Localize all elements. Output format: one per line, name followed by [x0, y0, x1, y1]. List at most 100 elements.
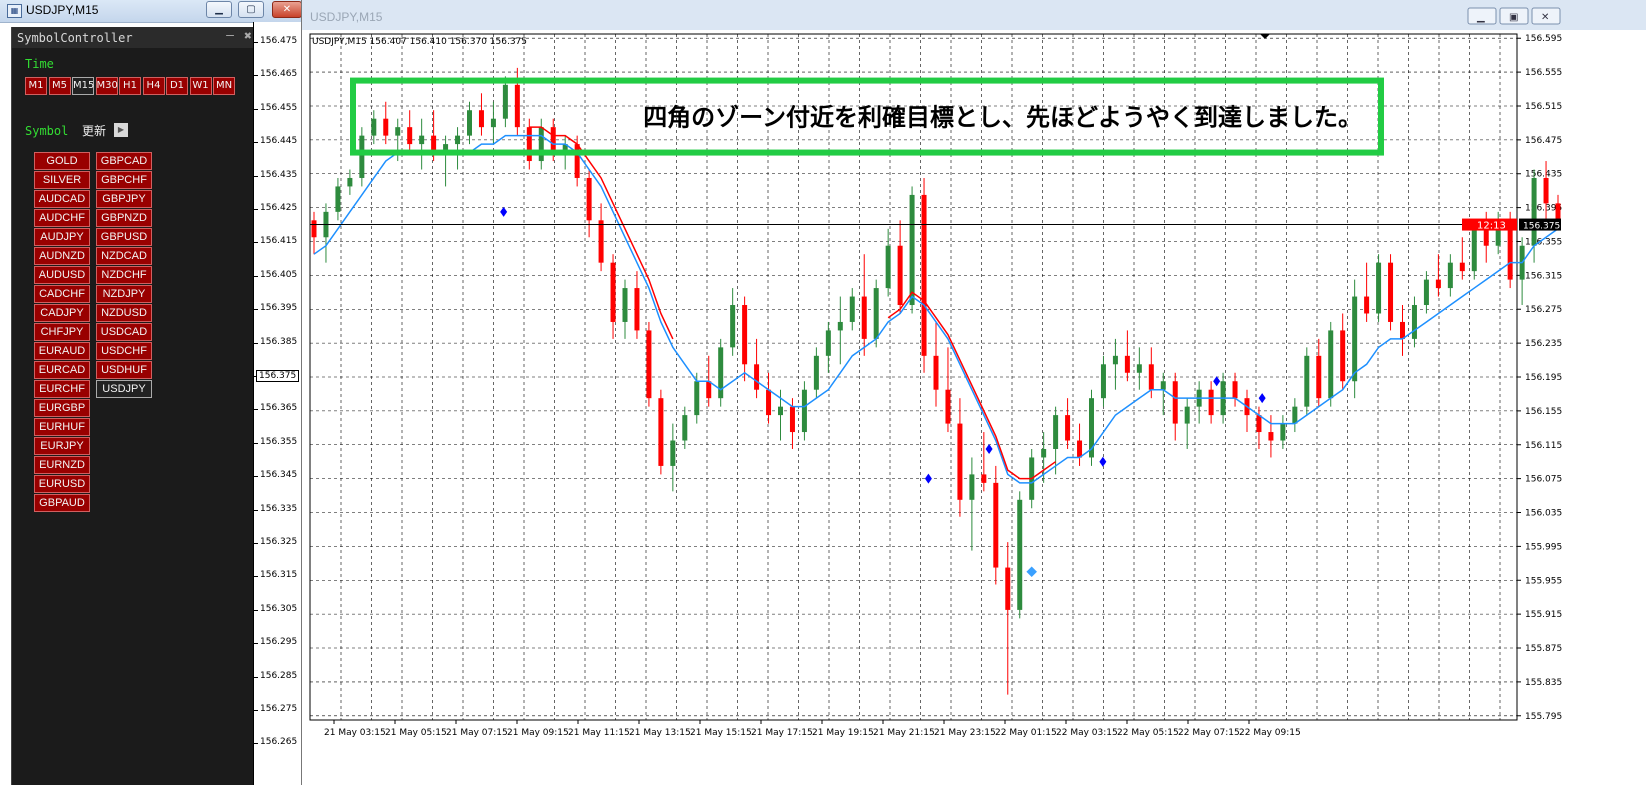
candle-body — [1471, 228, 1477, 272]
symbol-button-eurusd[interactable]: EURUSD — [34, 475, 90, 493]
timeframe-button-w1[interactable]: W1 — [189, 77, 212, 95]
update-label: 更新 — [82, 124, 107, 138]
left-axis-price-label: 156.425 — [260, 203, 298, 213]
price-axis-label: 156.555 — [1525, 68, 1562, 78]
price-axis-label: 155.875 — [1525, 644, 1562, 654]
symbol-button-nzdchf[interactable]: NZDCHF — [96, 266, 152, 284]
time-axis-label: 21 May 13:15 — [629, 728, 691, 738]
symbol-button-gbpchf[interactable]: GBPCHF — [96, 171, 152, 189]
symbol-button-eurgbp[interactable]: EURGBP — [34, 399, 90, 417]
left-axis-tick — [254, 175, 258, 177]
candle-body — [909, 194, 915, 306]
symbol-button-gbpusd[interactable]: GBPUSD — [96, 228, 152, 246]
candle-body — [538, 127, 544, 162]
main-minimize-button[interactable] — [1467, 7, 1497, 25]
price-axis-label: 156.035 — [1525, 509, 1562, 519]
timeframe-button-m30[interactable]: M30 — [95, 77, 118, 95]
left-axis-tick — [254, 509, 258, 511]
candle-body — [443, 144, 449, 153]
timeframe-button-m15[interactable]: M15 — [72, 77, 94, 95]
maximize-button[interactable]: ▢ — [238, 1, 264, 18]
symbol-button-eurjpy[interactable]: EURJPY — [34, 437, 90, 455]
symbol-button-cadjpy[interactable]: CADJPY — [34, 304, 90, 322]
candle-body — [766, 389, 772, 416]
timeframe-button-h1[interactable]: H1 — [119, 77, 141, 95]
left-axis-tick — [254, 743, 258, 745]
symbol-button-gbpcad[interactable]: GBPCAD — [96, 152, 152, 170]
left-axis-price-label: 156.365 — [260, 403, 298, 414]
symbol-button-eurcad[interactable]: EURCAD — [34, 361, 90, 379]
candle-body — [993, 482, 999, 568]
symbol-button-usdcad[interactable]: USDCAD — [96, 323, 152, 341]
symbol-button-gbpnzd[interactable]: GBPNZD — [96, 209, 152, 227]
symbol-button-nzdjpy[interactable]: NZDJPY — [96, 285, 152, 303]
symbol-button-usdhuf[interactable]: USDHUF — [96, 361, 152, 379]
close-button[interactable]: ✕ — [272, 1, 302, 18]
left-axis-price-label: 156.405 — [260, 269, 298, 280]
symbol-button-audjpy[interactable]: AUDJPY — [34, 228, 90, 246]
time-axis-label: 21 May 05:15 — [385, 728, 447, 738]
time-axis-label: 22 May 01:15 — [995, 728, 1057, 738]
price-axis-label: 156.315 — [1525, 271, 1562, 281]
minimize-button[interactable]: ▁ — [206, 1, 232, 18]
symbol-button-audnzd[interactable]: AUDNZD — [34, 247, 90, 265]
main-minimize-icon: ▁ — [1476, 12, 1485, 23]
price-axis-label: 156.395 — [1525, 204, 1562, 214]
symbol-button-euraud[interactable]: EURAUD — [34, 342, 90, 360]
main-close-button[interactable] — [1531, 7, 1561, 25]
update-arrow-button[interactable]: ▶ — [114, 123, 128, 137]
candle-body — [1256, 415, 1262, 433]
timeframe-button-m5[interactable]: M5 — [48, 77, 71, 95]
ma-fast-line — [313, 134, 1559, 484]
symbol-button-audchf[interactable]: AUDCHF — [34, 209, 90, 227]
main-restore-button[interactable] — [1499, 7, 1529, 25]
symbol-button-silver[interactable]: SILVER — [34, 171, 90, 189]
symbol-button-gbpjpy[interactable]: GBPJPY — [96, 190, 152, 208]
candle-body — [371, 118, 377, 136]
timeframe-button-m1[interactable]: M1 — [25, 77, 47, 95]
timeframe-button-mn[interactable]: MN — [213, 77, 235, 95]
candle-body — [801, 389, 807, 433]
panel-close-icon[interactable]: ✖ — [244, 29, 252, 44]
candle-body — [1400, 321, 1405, 339]
time-axis-label: 21 May 15:15 — [690, 728, 752, 738]
symbol-button-gbpaud[interactable]: GBPAUD — [34, 494, 90, 512]
time-axis-label: 22 May 09:15 — [1239, 728, 1301, 738]
countdown-badge — [1462, 218, 1517, 231]
symbol-button-eurnzd[interactable]: EURNZD — [34, 456, 90, 474]
time-axis-label: 21 May 07:15 — [446, 728, 508, 738]
main-window-titlebar[interactable] — [302, 0, 1646, 30]
candle-body — [1411, 305, 1417, 339]
left-axis-tick — [254, 710, 258, 711]
signal-diamond-icon — [500, 206, 508, 217]
symbol-button-usdchf[interactable]: USDCHF — [96, 342, 152, 360]
symbol-button-nzdusd[interactable]: NZDUSD — [96, 304, 152, 322]
candle-body — [1208, 389, 1214, 416]
symbol-button-cadchf[interactable]: CADCHF — [34, 285, 90, 303]
candle-body — [550, 127, 556, 153]
candle-body — [431, 135, 437, 153]
price-chart[interactable]: USDJPY,M15 ▁ ▣ ✕ 156.595156.555156.51515… — [302, 0, 1646, 785]
candle-body — [455, 135, 461, 145]
left-window-titlebar[interactable]: ▦ USDJPY,M15 ▁ ▢ ✕ — [0, 0, 313, 23]
symbol-button-eurchf[interactable]: EURCHF — [34, 380, 90, 398]
timeframe-button-h4[interactable]: H4 — [142, 77, 165, 95]
symbol-button-audcad[interactable]: AUDCAD — [34, 190, 90, 208]
symbol-button-audusd[interactable]: AUDUSD — [34, 266, 90, 284]
symbol-controller-titlebar[interactable]: SymbolController – ✖ — [12, 27, 264, 48]
candle-body — [526, 127, 532, 162]
panel-minimize-icon[interactable]: – — [226, 28, 234, 43]
candle-body — [1435, 279, 1441, 289]
candle-body — [1100, 364, 1106, 399]
symbol-button-gold[interactable]: GOLD — [34, 152, 90, 170]
candle-body — [1172, 381, 1178, 424]
symbol-button-eurhuf[interactable]: EURHUF — [34, 418, 90, 436]
symbol-button-usdjpy[interactable]: USDJPY — [96, 380, 152, 398]
left-price-axis: 156.475 156.465 156.455 156.445 156.435 156.4… — [253, 22, 302, 785]
symbol-button-nzdcad[interactable]: NZDCAD — [96, 247, 152, 265]
symbol-button-chfjpy[interactable]: CHFJPY — [34, 323, 90, 341]
time-axis-label: 21 May 09:15 — [507, 728, 569, 738]
candle-body — [383, 118, 389, 136]
timeframe-button-d1[interactable]: D1 — [166, 77, 188, 95]
left-window-title: USDJPY,M15 — [26, 3, 99, 17]
